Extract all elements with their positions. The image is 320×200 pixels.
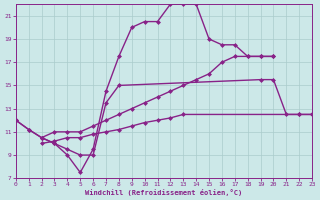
X-axis label: Windchill (Refroidissement éolien,°C): Windchill (Refroidissement éolien,°C) [85,189,243,196]
